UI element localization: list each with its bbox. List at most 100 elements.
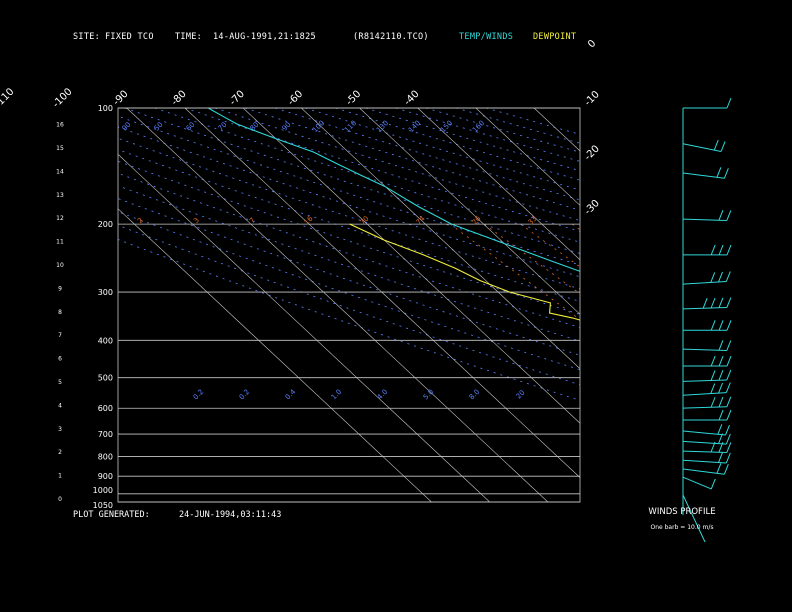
dry-adiabat [335,108,580,181]
wind-barb-flag [710,320,716,331]
isotherm-label-top: -60 [286,89,305,108]
wind-barb-flag [718,370,724,381]
wind-barb-flag [726,340,732,351]
wind-barb-flag [710,355,716,367]
dry-adiabat [395,108,580,162]
wind-barb-flag [723,168,729,179]
height-km-label: 15 [56,145,64,152]
wind-barb-flag [718,452,723,463]
dry-adiabat-label: 140 [407,119,422,134]
wind-barb-flag [716,463,722,474]
generated-label: PLOT GENERATED: [73,510,150,520]
mixing-ratio-line [483,223,580,295]
dewpoint-line [349,223,580,321]
height-km-label: 11 [56,239,64,246]
dry-adiabat [118,185,580,342]
dry-adiabat-label: 90 [281,121,293,133]
dry-adiabat-label: 150 [439,119,454,134]
dry-adiabat [485,108,580,135]
mixing-ratio-label: 70 [359,215,371,227]
pressure-label: 200 [98,220,113,229]
plot-frame [117,107,581,503]
wind-barb-flag [702,298,708,309]
dry-adiabat [154,108,580,243]
wind-barb-flag [726,244,732,256]
mixing-ratio-label-low: 20 [515,389,527,401]
isotherm-line [592,108,792,502]
wind-barb-flag [718,297,724,308]
dry-adiabat [124,108,580,254]
isotherm-label-right: -30 [583,198,602,217]
wind-barb-flag [716,167,722,178]
wind-barb-flag [718,409,724,421]
mixing-ratio-label-low: 5.0 [422,388,436,402]
pressure-label: 800 [98,452,113,461]
isotherm-line [118,153,490,502]
wind-barb-staff [682,440,727,445]
wind-barb-flag [725,433,731,445]
isotherm-label-top: -90 [111,89,130,108]
isotherm-line [767,108,792,502]
wind-barb-flag [710,478,716,490]
legend-temp-winds: TEMP/WINDS [459,32,514,42]
dry-adiabat [118,115,580,266]
dry-adiabat-label: 60 [185,121,197,133]
isotherm-label-top: -50 [344,89,363,108]
dry-adiabat [118,160,580,315]
wind-barb-staff [682,392,727,396]
wind-barb-flag [726,409,732,421]
site-label: SITE: [73,32,101,42]
wind-barb-flag [710,272,716,283]
isotherm-line [242,108,580,424]
mixing-ratio-label: 2 [136,216,145,225]
wind-barb-flag [710,297,716,309]
wind-barb-flag [713,139,719,151]
wind-barb-flag [726,396,732,407]
wind-barb-flag [718,382,723,394]
mixing-ratio-label: 7 [248,216,257,225]
mixing-ratio-label: 16 [303,214,315,226]
wind-barb-staff [682,494,706,543]
isotherm-line [533,108,580,152]
wind-barb-flag [725,382,731,393]
temperature-line [207,108,580,272]
wind-barb-flag [710,370,716,381]
height-km-label: 4 [58,402,62,409]
mixing-ratio-label: 3 [192,216,201,225]
mixing-ratio-line [759,224,792,502]
wind-barb-flag [725,271,731,282]
wind-barb-flag [717,424,723,435]
isotherm-line [118,208,432,502]
mixing-ratio-label-low: 4.0 [376,388,390,402]
wind-barb-staff [682,406,727,409]
dry-adiabat [118,224,580,386]
dry-adiabat [118,149,580,302]
height-km-label: 1 [58,473,62,480]
pressure-label: 400 [98,336,113,345]
wind-barb-staff [682,143,722,152]
height-km-label: 16 [56,122,64,129]
time-value: 14-AUG-1991,21:1825 [213,32,316,42]
wind-barb-staff [682,280,727,285]
height-km-label: 8 [58,309,62,316]
wind-barb-staff [682,468,725,475]
wind-barb-flag [726,355,732,367]
dry-adiabat-label: 130 [375,119,390,134]
isotherm-line [301,108,580,370]
wind-barb-staff [682,307,727,310]
wind-barb-flag [718,271,723,283]
pressure-label: 1000 [93,486,113,495]
mixing-ratio-label-low: 1.0 [330,388,344,402]
wind-barb-flag [718,320,724,331]
dry-adiabat-label: 50 [153,121,165,133]
mixing-ratio-label-low: 0.4 [284,387,298,401]
wind-barb-flag [718,210,724,221]
pressure-label: 300 [98,288,113,297]
site-value: FIXED TCO [105,32,154,42]
wind-barb-flag [718,355,724,367]
height-km-label: 9 [58,285,62,292]
wind-barb-flag [726,97,732,109]
wind-barb-flag [725,452,731,464]
mixing-ratio-label-low: 8.0 [468,388,482,402]
